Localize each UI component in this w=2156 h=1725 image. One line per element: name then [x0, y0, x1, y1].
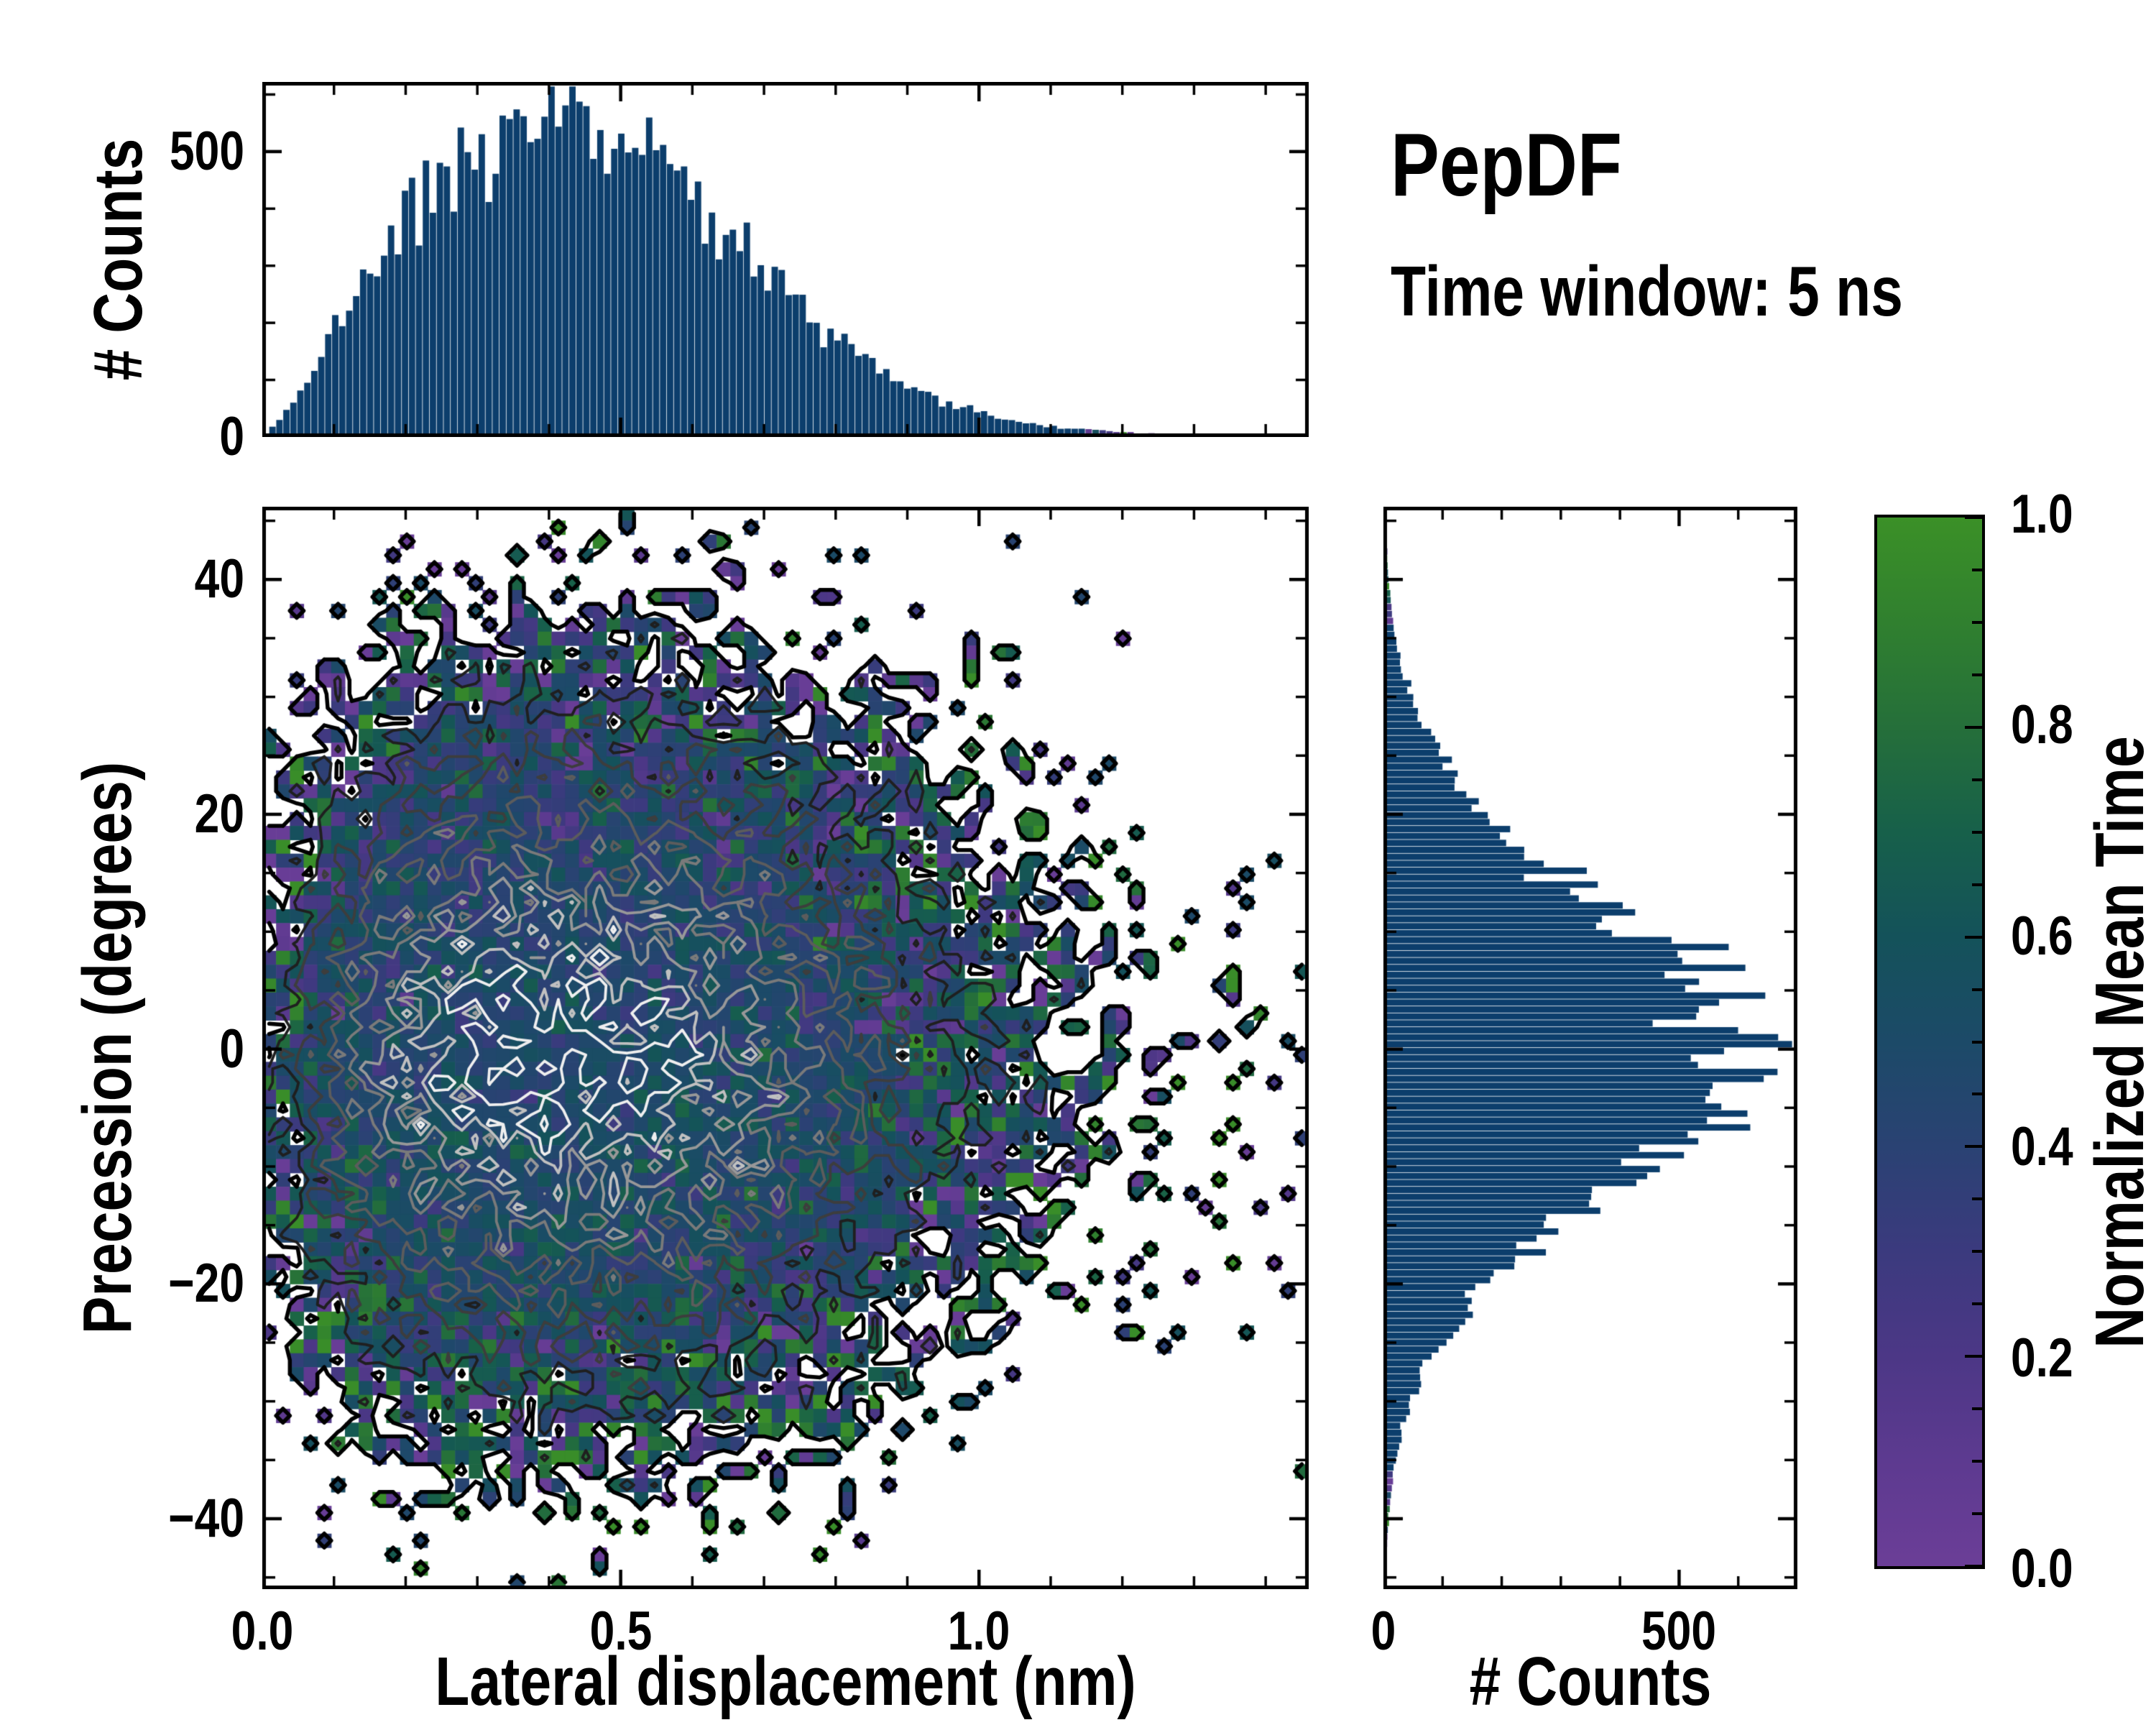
top-hist-y-tick-label: 500: [170, 120, 244, 182]
colorbar-tick-label: 0.2: [2011, 1327, 2073, 1389]
colorbar-label: Normalized Mean Time: [2081, 736, 2156, 1348]
colorbar-tick: [1972, 673, 1982, 676]
colorbar-tick-label: 1.0: [2011, 484, 2073, 545]
right-hist-x-tick-label: 500: [1641, 1601, 1717, 1662]
main-y-tick-label: 40: [194, 548, 244, 610]
colorbar-tick-label: 0.4: [2011, 1116, 2073, 1178]
right-hist-xlabel: # Counts: [1469, 1643, 1712, 1720]
right-hist-x-tick-label: 0: [1370, 1601, 1396, 1662]
colorbar-tick: [1972, 1092, 1982, 1096]
top-hist-y-tick-label: 0: [219, 406, 244, 467]
colorbar-tick: [1965, 725, 1982, 729]
main-x-tick-label: 0.5: [589, 1601, 652, 1662]
main-heatmap-canvas: [262, 507, 1309, 1589]
right-histogram-canvas: [1383, 507, 1797, 1589]
main-y-tick-label: −40: [168, 1487, 244, 1549]
colorbar-tick: [1972, 778, 1982, 781]
main-x-tick-label: 1.0: [947, 1601, 1010, 1662]
colorbar-tick: [1965, 1355, 1982, 1358]
colorbar-tick-label: 0.0: [2011, 1538, 2073, 1599]
main-y-tick-label: 0: [219, 1018, 244, 1080]
main-y-tick-label: −20: [168, 1253, 244, 1315]
colorbar-tick: [1972, 1512, 1982, 1516]
colorbar-tick: [1965, 1145, 1982, 1149]
colorbar-tick-label: 0.8: [2011, 694, 2073, 756]
colorbar-tick: [1972, 830, 1982, 834]
colorbar-tick: [1972, 1040, 1982, 1044]
colorbar-tick: [1972, 1407, 1982, 1411]
colorbar-tick: [1972, 1302, 1982, 1306]
colorbar-tick: [1972, 988, 1982, 991]
colorbar-tick: [1965, 516, 1982, 519]
colorbar-tick: [1965, 1565, 1982, 1568]
colorbar-gradient: [1877, 518, 1982, 1566]
colorbar: [1874, 515, 1985, 1569]
colorbar-tick: [1972, 883, 1982, 886]
colorbar-tick: [1965, 935, 1982, 939]
colorbar-tick: [1972, 1197, 1982, 1201]
colorbar-tick: [1972, 620, 1982, 624]
main-x-tick-label: 0.0: [231, 1601, 294, 1662]
page-title: PepDF: [1391, 116, 1623, 215]
colorbar-tick: [1972, 568, 1982, 571]
main-y-tick-label: 20: [194, 783, 244, 845]
top-histogram-canvas: [262, 82, 1309, 437]
colorbar-tick-label: 0.6: [2011, 905, 2073, 967]
main-xlabel: Lateral displacement (nm): [435, 1643, 1136, 1720]
colorbar-tick: [1972, 1250, 1982, 1254]
time-window-subtitle: Time window: 5 ns: [1391, 252, 1903, 331]
colorbar-tick: [1972, 1460, 1982, 1463]
